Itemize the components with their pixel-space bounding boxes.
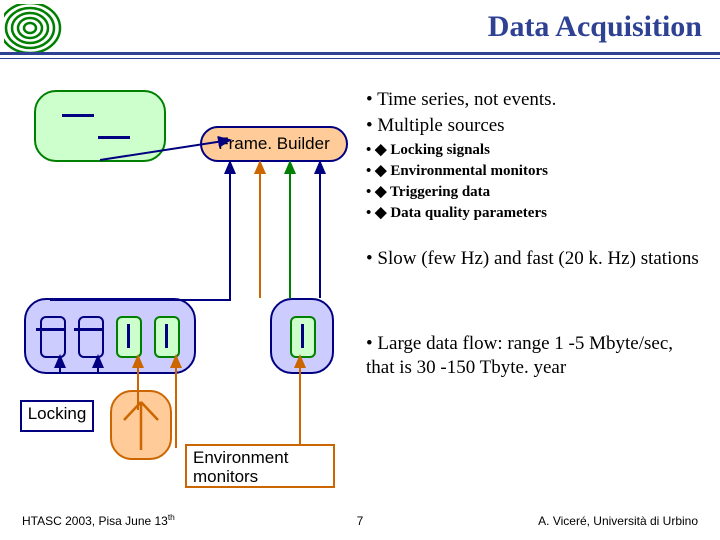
locking-label: Locking	[20, 400, 94, 432]
rule-thin	[0, 58, 720, 59]
station-box-right	[270, 298, 334, 374]
footer-right: A. Viceré, Università di Urbino	[538, 514, 698, 528]
bullet-item: Slow (few Hz) and fast (20 k. Hz) statio…	[366, 247, 706, 271]
station-box-left	[24, 298, 196, 374]
bullet-item: Large data flow: range 1 -5 Mbyte/sec, t…	[366, 332, 706, 381]
antenna-box	[110, 390, 172, 460]
source-box-green	[34, 90, 166, 162]
environment-monitors-label: Environment monitors	[185, 444, 335, 488]
sub-bullet-item: ◆ Triggering data	[366, 183, 706, 202]
rule-thick	[0, 52, 720, 55]
bar-icon	[127, 324, 130, 348]
mini-station-icon	[290, 316, 316, 358]
dash-icon	[98, 136, 130, 139]
frame-builder-box: Frame. Builder	[200, 126, 348, 162]
sub-bullet-item: ◆ Data quality parameters	[366, 204, 706, 223]
logo-icon	[4, 4, 62, 52]
bullet-item: Multiple sources	[366, 114, 706, 138]
sub-bullet-item: ◆ Environmental monitors	[366, 162, 706, 181]
mini-station-icon	[116, 316, 142, 358]
antenna-icon	[112, 392, 170, 458]
bullet-item: Time series, not events.	[366, 88, 706, 112]
bar-icon	[301, 324, 304, 348]
mini-station-icon	[154, 316, 180, 358]
bar-icon	[165, 324, 168, 348]
frame-builder-label: Frame. Builder	[218, 134, 329, 153]
dash-icon	[74, 328, 104, 331]
mini-station-icon	[78, 316, 104, 358]
dash-icon	[36, 328, 66, 331]
sub-bullet-item: ◆ Locking signals	[366, 141, 706, 160]
bullet-list: Time series, not events. Multiple source…	[366, 88, 706, 382]
mini-station-icon	[40, 316, 66, 358]
dash-icon	[62, 114, 94, 117]
slide-title: Data Acquisition	[488, 10, 702, 44]
